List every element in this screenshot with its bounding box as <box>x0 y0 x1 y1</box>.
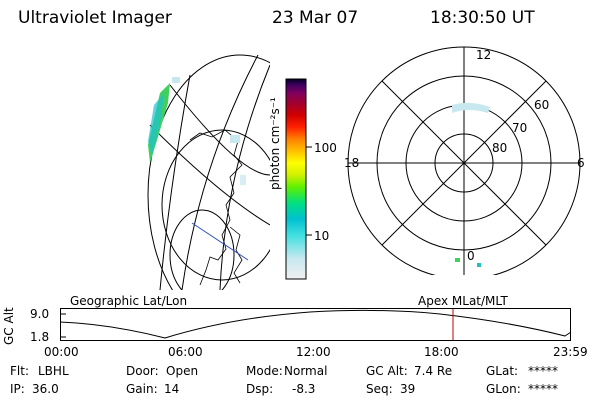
info-flt-value: LBHL <box>38 364 69 378</box>
coastline <box>229 226 243 284</box>
highlight-meridian <box>191 222 249 261</box>
mlt-label-top: 12 <box>476 48 492 62</box>
info-dsp-label: Dsp: <box>246 382 274 396</box>
earth-limb <box>147 54 270 290</box>
info-seq-value: 39 <box>400 382 416 396</box>
altitude-curve <box>60 309 572 339</box>
lat-label-80: 80 <box>492 141 508 155</box>
longitude-line <box>181 54 259 290</box>
geographic-map <box>147 54 270 290</box>
info-mode-label: Mode: <box>246 364 283 378</box>
polar-spoke <box>381 80 547 246</box>
altitude-tick-high: 9.0 <box>30 307 50 321</box>
left-projection-caption: Geographic Lat/Lon <box>70 294 188 308</box>
info-gain-value: 14 <box>164 382 180 396</box>
info-gain-label: Gain: <box>126 382 158 396</box>
altitude-axis-title: GC Alt <box>2 307 16 345</box>
info-glat-label: GLat: <box>486 364 519 378</box>
header-date: 23 Mar 07 <box>272 8 359 28</box>
info-flt-label: Flt: <box>10 364 29 378</box>
altitude-strip-plot <box>60 308 572 341</box>
header-time: 18:30:50 UT <box>430 8 535 28</box>
instrument-title: Ultraviolet Imager <box>18 8 172 28</box>
info-ip-value: 36.0 <box>32 382 59 396</box>
latitude-line <box>169 209 235 290</box>
info-dsp-value: -8.3 <box>292 382 316 396</box>
polar-mlt-plot <box>347 46 581 275</box>
coastline <box>189 129 243 286</box>
info-door-value: Open <box>166 364 199 378</box>
colorbar-unit-label: photon cm⁻²s⁻¹ <box>268 97 282 190</box>
aurora-emission <box>452 102 490 267</box>
info-seq-label: Seq: <box>366 382 393 396</box>
colorbar-tick-100: 100 <box>314 141 337 155</box>
longitude-line <box>169 84 270 176</box>
mlt-label-right: 6 <box>577 156 585 170</box>
info-mode-value: Normal <box>284 364 328 378</box>
info-glon-label: GLon: <box>486 382 521 396</box>
info-glon-value: ***** <box>528 382 558 396</box>
colorbar <box>285 78 312 280</box>
time-tick-1200: 12:00 <box>296 345 331 359</box>
mlt-label-bottom: 0 <box>467 249 475 263</box>
longitude-line <box>219 64 270 290</box>
longitude-line <box>159 74 191 290</box>
info-glat-value: ***** <box>528 364 558 378</box>
colorbar-tick-10: 10 <box>314 229 330 243</box>
time-tick-0600: 06:00 <box>168 345 203 359</box>
altitude-tick-low: 1.8 <box>30 330 50 344</box>
right-projection-caption: Apex MLat/MLT <box>418 294 508 308</box>
latitude-line <box>161 129 270 281</box>
lat-label-60: 60 <box>534 98 550 112</box>
mlt-label-left: 18 <box>344 156 360 170</box>
lat-label-70: 70 <box>512 121 528 135</box>
time-tick-2359: 23:59 <box>553 345 588 359</box>
time-tick-1800: 18:00 <box>424 345 459 359</box>
info-gcalt-label: GC Alt: <box>366 364 408 378</box>
info-door-label: Door: <box>126 364 159 378</box>
longitude-line <box>149 124 270 226</box>
info-gcalt-value: 7.4 Re <box>414 364 453 378</box>
time-tick-0000: 00:00 <box>44 345 79 359</box>
info-ip-label: IP: <box>10 382 25 396</box>
aurora-emission <box>148 77 246 185</box>
